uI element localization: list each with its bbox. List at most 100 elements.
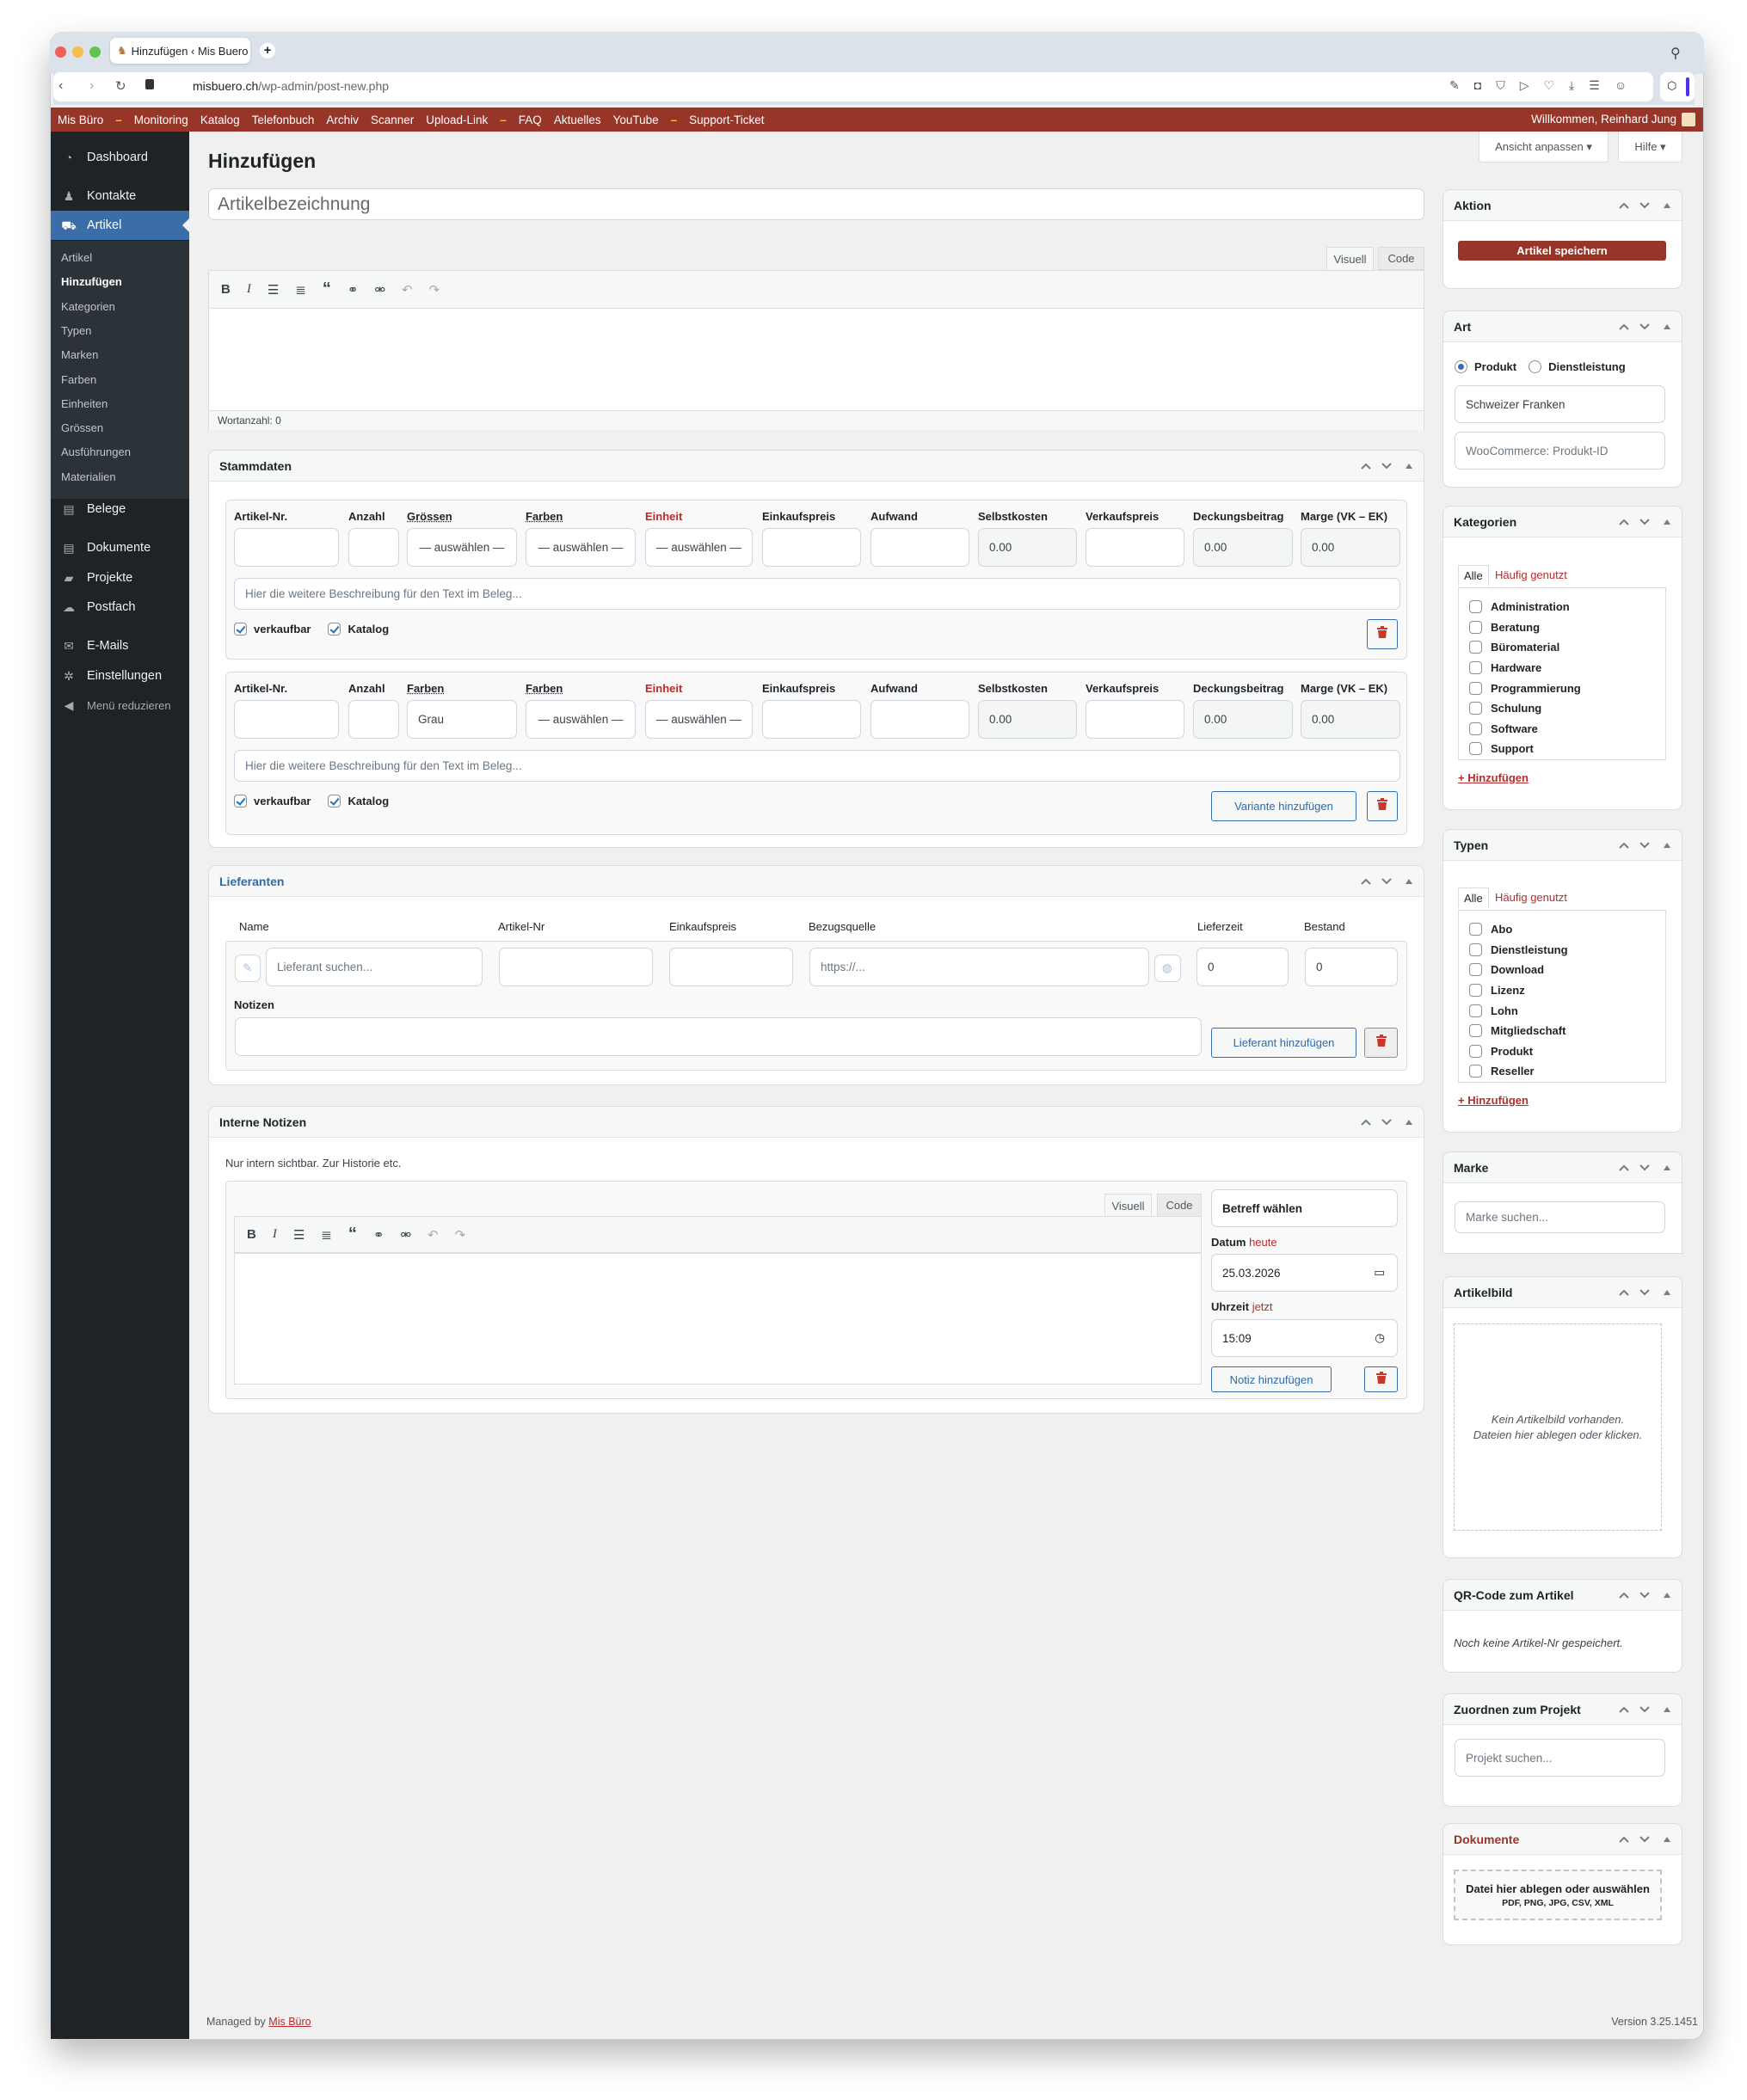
url[interactable]: misbuero.ch/wp-admin/post-new.php [193,79,389,93]
verkaufbar-checkbox[interactable] [234,623,247,636]
radio-dienstleistung[interactable] [1529,360,1542,373]
project-search-input[interactable]: Projekt suchen... [1455,1739,1665,1777]
adminbar-item[interactable]: FAQ [518,113,542,126]
tab-visual[interactable]: Visuell [1326,247,1374,270]
search-tabs-icon[interactable]: ⚲ [1670,46,1681,61]
toggle-panel-icon[interactable] [1663,202,1671,209]
input-verkaufspreis[interactable] [1086,700,1184,739]
input-aufwand[interactable] [870,528,969,567]
extensions-button[interactable]: ⬡ [1660,72,1695,101]
bestand-input[interactable]: 0 [1305,948,1398,986]
select-einheit[interactable]: — auswählen — [645,700,753,739]
term-checkbox[interactable] [1469,1044,1482,1058]
move-up-icon[interactable] [1360,1118,1372,1127]
content-editor[interactable]: B I ☰ ≣ “ ⚭ ⚮ ↶ ↷ Wortanzahl: 0 [208,270,1424,430]
input-verkaufspreis[interactable] [1086,528,1184,567]
tab-popular-categories[interactable]: Häufig genutzt [1495,568,1567,581]
term-item[interactable]: Dienstleistung [1459,940,1665,961]
sidebar-item-menü-reduzieren[interactable]: ◀ Menü reduzieren [51,691,189,720]
adminbar-item[interactable]: YouTube [612,113,659,126]
term-item[interactable]: Produkt [1459,1041,1665,1062]
profile-icon[interactable]: ☺ [1614,78,1627,92]
shield-icon[interactable]: ⛉ [1496,78,1505,92]
note-editor[interactable]: B I ☰ ≣ “ ⚭ ⚮ ↶ ↷ [234,1216,1202,1385]
lieferzeit-input[interactable]: 0 [1196,948,1289,986]
description-textarea[interactable]: Hier die weitere Beschreibung für den Te… [234,578,1400,610]
toggle-panel-icon[interactable] [1663,1592,1671,1599]
move-down-icon[interactable] [1639,1591,1651,1600]
term-item[interactable]: Beratung [1459,617,1665,638]
adminbar-item[interactable]: Support-Ticket [689,113,765,126]
submenu-item[interactable]: Materialien [61,470,116,483]
toggle-panel-icon[interactable] [1663,323,1671,330]
term-item[interactable]: Download [1459,960,1665,980]
minimize-window-button[interactable] [72,46,83,58]
move-down-icon[interactable] [1639,1164,1651,1172]
move-down-icon[interactable] [1381,877,1393,886]
add-note-button[interactable]: Notiz hinzufügen [1211,1366,1332,1392]
edit-supplier-icon[interactable]: ✎ [235,955,261,982]
undo-icon[interactable]: ↶ [428,1227,439,1243]
term-item[interactable]: Mitgliedschaft [1459,1021,1665,1041]
term-checkbox[interactable] [1469,984,1482,998]
heart-icon[interactable]: ♡ [1543,78,1555,92]
toggle-panel-icon[interactable] [1405,878,1413,885]
supplier-url-input[interactable]: https://... [809,948,1149,986]
address-bar[interactable] [53,72,1653,101]
term-checkbox[interactable] [1469,600,1482,614]
term-item[interactable]: Reseller [1459,1061,1665,1082]
move-down-icon[interactable] [1639,1288,1651,1297]
quote-icon[interactable]: “ [322,279,331,298]
move-up-icon[interactable] [1618,841,1630,850]
term-item[interactable]: Lohn [1459,1000,1665,1021]
select-einheit[interactable]: — auswählen — [645,528,753,567]
add-supplier-button[interactable]: Lieferant hinzufügen [1211,1028,1356,1058]
adminbar-item[interactable]: Katalog [200,113,240,126]
input-aufwand[interactable] [870,700,969,739]
add-variant-button[interactable]: Variante hinzufügen [1211,791,1356,821]
currency-select[interactable]: Schweizer Franken [1455,385,1665,423]
toggle-panel-icon[interactable] [1405,463,1413,470]
input-anzahl[interactable] [348,700,399,739]
select-grössen[interactable]: — auswählen — [407,528,517,567]
toggle-panel-icon[interactable] [1663,1164,1671,1171]
move-down-icon[interactable] [1639,1705,1651,1714]
term-item[interactable]: Abo [1459,919,1665,940]
clock-icon[interactable]: ◷ [1375,1331,1385,1344]
term-item[interactable]: Hardware [1459,658,1665,679]
term-checkbox[interactable] [1469,742,1482,756]
bullet-list-icon[interactable]: ☰ [292,1227,305,1243]
tab-code[interactable]: Code [1378,247,1424,270]
term-checkbox[interactable] [1469,702,1482,715]
move-up-icon[interactable] [1618,322,1630,331]
move-down-icon[interactable] [1639,518,1651,526]
move-up-icon[interactable] [1618,1288,1630,1297]
term-item[interactable]: Schulung [1459,698,1665,719]
term-checkbox[interactable] [1469,1004,1482,1017]
move-up-icon[interactable] [1618,1164,1630,1172]
toggle-panel-icon[interactable] [1663,1836,1671,1843]
radio-produkt[interactable] [1455,360,1467,373]
verkaufbar-checkbox[interactable] [234,795,247,807]
sidebar-item-dashboard[interactable]: ◔ Dashboard [51,143,189,172]
term-item[interactable]: Lizenz [1459,980,1665,1001]
term-item[interactable]: Administration [1459,597,1665,617]
numbered-list-icon[interactable]: ≣ [321,1227,332,1243]
term-item[interactable]: Support [1459,739,1665,759]
adminbar-item[interactable]: Monitoring [133,113,188,126]
term-checkbox[interactable] [1469,641,1482,654]
bullet-list-icon[interactable]: ☰ [267,282,280,298]
adminbar-item[interactable]: Aktuelles [553,113,601,126]
input-artikel-nr-[interactable] [234,528,339,567]
sidebar-item-dokumente[interactable]: ▤ Dokumente [51,533,189,562]
title-input[interactable]: Artikelbezeichnung [208,188,1424,220]
sidebar-item-kontakte[interactable]: ♟ Kontakte [51,181,189,211]
brand-search-input[interactable]: Marke suchen... [1455,1201,1665,1233]
move-down-icon[interactable] [1381,462,1393,470]
move-up-icon[interactable] [1618,1705,1630,1714]
term-checkbox[interactable] [1469,963,1482,977]
katalog-checkbox[interactable] [328,795,341,807]
adminbar-item[interactable]: Telefonbuch [251,113,315,126]
quote-icon[interactable]: “ [348,1225,357,1243]
sidebar-item-postfach[interactable]: ☁ Postfach [51,593,189,622]
